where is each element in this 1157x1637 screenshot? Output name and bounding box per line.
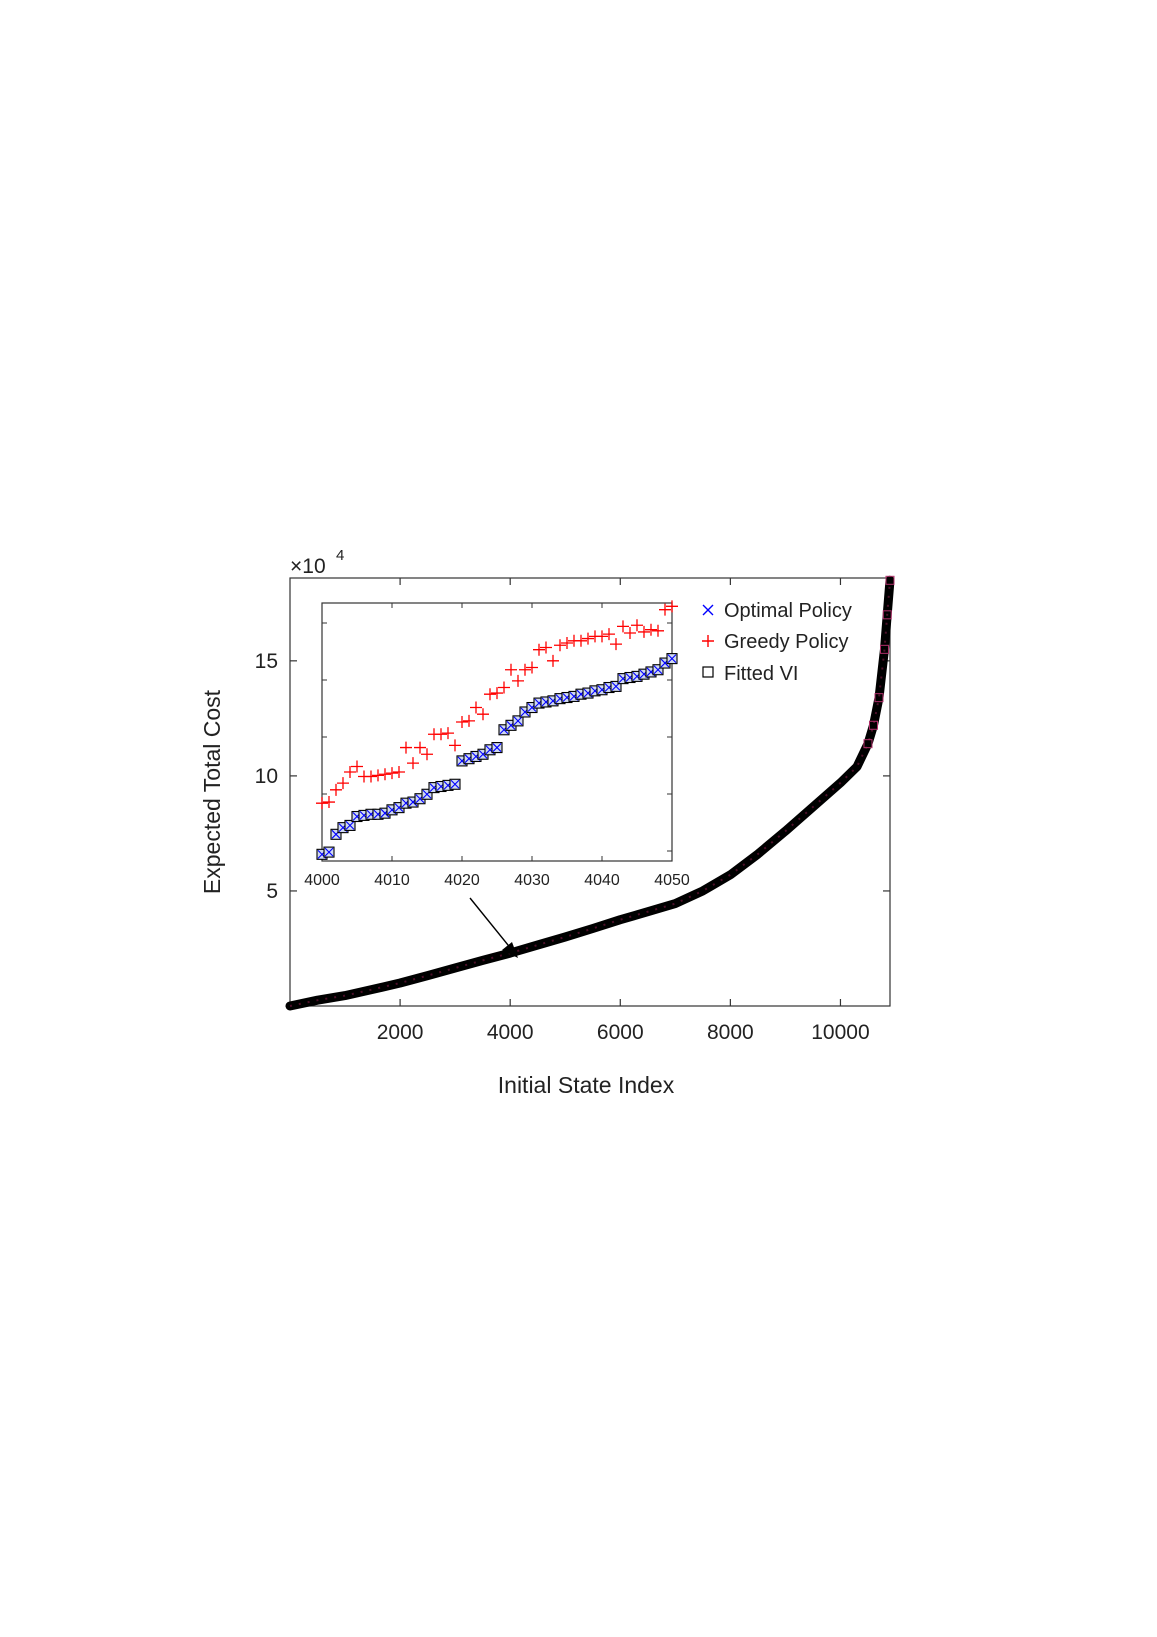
inset-x-tick-label: 4020 (444, 872, 480, 889)
inset-background (322, 603, 672, 861)
greedy-point (624, 627, 636, 640)
greedy-point (449, 739, 461, 752)
y-tick-label: 15 (255, 650, 278, 673)
legend: Optimal Policy Greedy Policy Fitted VI (702, 600, 852, 685)
greedy-point (617, 620, 629, 633)
x-tick-label: 6000 (597, 1021, 644, 1044)
x-tick-label: 8000 (707, 1021, 754, 1044)
greedy-point (344, 766, 356, 779)
greedy-point (330, 783, 342, 796)
greedy-point (435, 728, 447, 741)
greedy-point (638, 625, 650, 638)
greedy-point (379, 768, 391, 781)
main-plot-frame (289, 577, 891, 1007)
main-marker (879, 644, 889, 654)
greedy-point (442, 727, 454, 740)
main-marker (868, 720, 878, 730)
legend-item-fitted-vi: Fitted VI (702, 663, 798, 685)
y-multiplier-label: ×10 (290, 555, 326, 578)
greedy-point (407, 757, 419, 770)
greedy-point (596, 630, 608, 643)
greedy-point (393, 766, 405, 779)
greedy-point (533, 643, 545, 656)
legend-label-optimal: Optimal Policy (724, 600, 852, 622)
y-multiplier-exponent: 4 (336, 547, 344, 564)
greedy-point (351, 760, 363, 773)
inset-x-tick-label: 4040 (584, 872, 620, 889)
greedy-point (323, 796, 335, 809)
x-axis-label: Initial State Index (498, 1072, 675, 1098)
main-marker (863, 739, 873, 749)
inset-x-tick-label: 4030 (514, 872, 550, 889)
optimal-point (345, 821, 355, 830)
greedy-point (603, 628, 615, 641)
greedy-point (561, 637, 573, 650)
inset-plot-frame (321, 602, 673, 862)
main-marker (882, 610, 892, 620)
greedy-point (414, 741, 426, 754)
inset-x-tick-label: 4000 (304, 872, 340, 889)
inset-x-tick-label: 4010 (374, 872, 410, 889)
greedy-policy-curve (289, 580, 891, 1007)
greedy-point (484, 688, 496, 701)
greedy-point (498, 681, 510, 694)
greedy-point (659, 603, 671, 616)
greedy-point (540, 641, 552, 654)
legend-item-greedy: Greedy Policy (702, 631, 849, 653)
greedy-point (582, 632, 594, 645)
greedy-point (666, 600, 678, 613)
optimal-point (667, 654, 677, 663)
greedy-point (470, 701, 482, 714)
greedy-point (456, 715, 468, 728)
optimal-point (513, 716, 523, 726)
x-tick-label: 2000 (377, 1021, 424, 1044)
greedy-point (652, 624, 664, 637)
greedy-point (575, 634, 587, 647)
greedy-point (526, 661, 538, 674)
greedy-point (477, 708, 489, 721)
legend-label-fitted-vi: Fitted VI (724, 663, 798, 685)
greedy-point (337, 777, 349, 790)
greedy-point (400, 741, 412, 754)
greedy-point (512, 674, 524, 687)
inset-axis-ticks: 4000 4010 4020 4030 4040 4050 (304, 603, 690, 889)
greedy-point (372, 769, 384, 782)
greedy-point (631, 619, 643, 632)
optimal-point (450, 779, 460, 789)
main-marker (885, 575, 895, 585)
main-data-series (285, 575, 895, 1011)
greedy-point (610, 638, 622, 651)
zoom-arrow (469, 897, 518, 958)
legend-label-greedy: Greedy Policy (724, 631, 849, 653)
legend-marker-square (702, 666, 714, 678)
greedy-point (519, 663, 531, 676)
greedy-point (554, 639, 566, 652)
main-marker (874, 693, 884, 703)
greedy-point (365, 770, 377, 783)
greedy-point (421, 748, 433, 761)
optimal-point (324, 847, 334, 857)
x-tick-label: 4000 (487, 1021, 534, 1044)
inset-x-tick-label: 4050 (654, 872, 690, 889)
main-axis-ticks: 2000 4000 6000 8000 10000 5 10 15 (255, 578, 890, 1044)
legend-marker-x (702, 604, 714, 616)
y-tick-label: 10 (255, 765, 278, 788)
greedy-point (645, 623, 657, 636)
inset-data-series (316, 600, 678, 860)
y-axis-label: Expected Total Cost (199, 689, 225, 894)
greedy-point (316, 797, 328, 810)
greedy-point (491, 687, 503, 700)
greedy-point (505, 663, 517, 676)
x-tick-label: 10000 (811, 1021, 869, 1044)
legend-item-optimal: Optimal Policy (702, 600, 852, 622)
optimal-point (492, 743, 502, 752)
greedy-point (463, 714, 475, 727)
greedy-point (547, 654, 559, 667)
greedy-point (386, 767, 398, 780)
legend-marker-plus (702, 635, 714, 647)
y-tick-label: 5 (266, 880, 278, 903)
